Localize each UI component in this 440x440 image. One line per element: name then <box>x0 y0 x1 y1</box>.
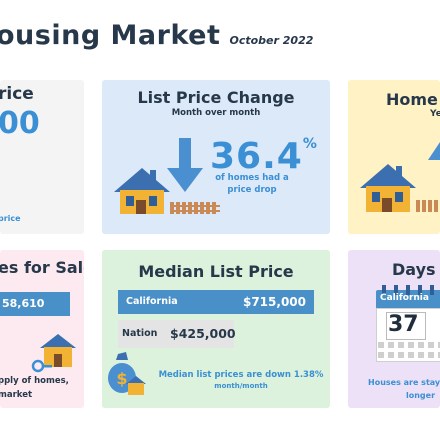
arrow-down-icon <box>167 138 203 192</box>
nation-value: $425,000 <box>170 326 236 341</box>
caption-line-2: price drop <box>227 185 277 195</box>
arrow-up-icon <box>428 142 440 160</box>
card-homes-for-sale: es for Sale 58,610 pply of homes, market <box>0 250 84 408</box>
homes-count-value: 58,610 <box>2 297 45 310</box>
card-title: Home <box>386 90 438 109</box>
svg-text:$: $ <box>116 369 127 388</box>
page-title: ousing Market October 2022 <box>0 20 313 51</box>
card-median-list-price: Median List Price California $715,000 Na… <box>102 250 330 408</box>
california-label: California <box>126 296 178 307</box>
caption-line-1: Houses are stay <box>368 378 440 387</box>
california-value: $715,000 <box>242 295 306 309</box>
median-note-line-2: month/month <box>214 382 268 390</box>
caption-line-1: of homes had a <box>215 173 289 183</box>
card-title: Median List Price <box>138 262 294 281</box>
page-title-text: ousing Market <box>0 20 221 51</box>
caption-line-2: market <box>0 390 33 400</box>
card-home: Home Ye <box>348 80 440 234</box>
house-key-icon <box>31 334 76 373</box>
card-days-on-market: Days California 37 Houses are stay longe… <box>348 250 440 408</box>
card-median-price: rice 00 price <box>0 80 84 234</box>
nation-label: Nation <box>122 328 158 339</box>
nation-bar: Nation $425,000 <box>118 320 236 348</box>
price-footnote: price <box>0 214 21 223</box>
page-period: October 2022 <box>229 34 314 47</box>
percent-unit: % <box>302 136 318 152</box>
caption-line-1: pply of homes, <box>0 376 69 386</box>
price-value: 00 <box>0 106 40 141</box>
house-icon <box>360 164 438 212</box>
california-bar: California $715,000 <box>118 290 314 314</box>
card-title: rice <box>0 84 34 104</box>
median-note-line-1: Median list prices are down 1.38% <box>158 370 324 380</box>
card-title: es for Sale <box>0 258 84 277</box>
card-title: Days <box>392 260 436 279</box>
percent-value: 36.4 <box>210 136 303 177</box>
caption-line-2: longer <box>406 391 436 400</box>
homes-count-bar: 58,610 <box>0 292 70 316</box>
card-subtitle: Ye <box>430 109 440 119</box>
money-bag-house-icon: $ <box>108 352 146 395</box>
days-value: 37 <box>388 312 419 337</box>
house-icon <box>114 168 220 214</box>
card-list-price-change: List Price Change Month over month 36.4%… <box>102 80 330 234</box>
calendar-label: California <box>380 293 429 303</box>
calendar-icon: California 37 <box>376 285 440 362</box>
card-subtitle: Month over month <box>171 108 261 118</box>
card-title: List Price Change <box>137 88 295 107</box>
